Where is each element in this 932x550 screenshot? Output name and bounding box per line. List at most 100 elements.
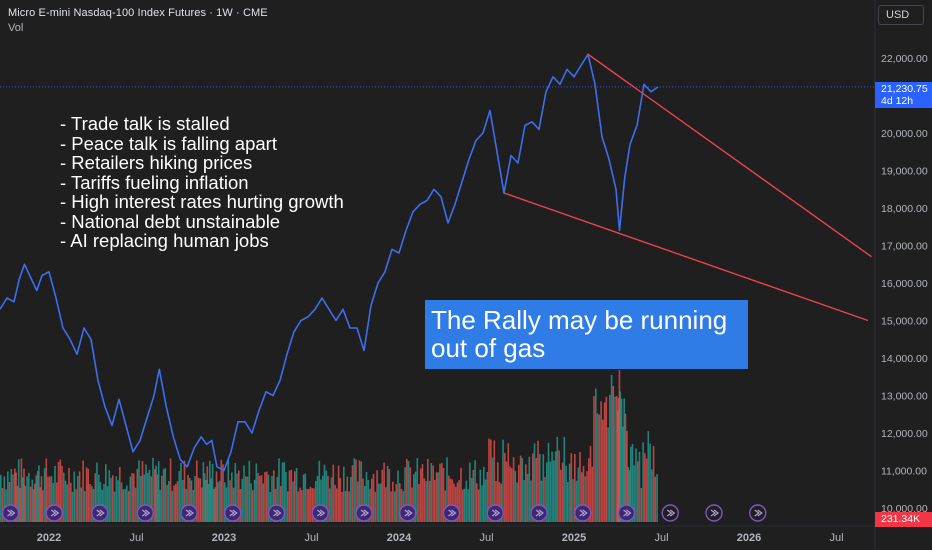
dividend-event-icon [530, 504, 548, 522]
volume-bar [448, 475, 450, 522]
volume-bar [353, 458, 356, 522]
trendline-layer[interactable] [503, 53, 872, 322]
volume-bar [605, 396, 608, 522]
volume-bar [495, 481, 497, 522]
volume-bar [325, 470, 328, 522]
volume-bar [427, 458, 429, 522]
volume-bar [493, 440, 496, 522]
volume-bar [539, 453, 541, 522]
dividend-event-icon [180, 504, 198, 522]
annotation-notes[interactable]: - Trade talk is stalled - Peace talk is … [60, 114, 344, 251]
time-axis[interactable]: 2022 Jul 2023 Jul 2024 Jul 2025 Jul 2026 Jul [37, 532, 844, 544]
volume-bar [505, 461, 508, 522]
volume-bar [441, 462, 443, 522]
event-icon-ring [617, 504, 636, 522]
volume-bar [99, 482, 102, 522]
volume-bar [386, 465, 389, 522]
volume-bar [267, 474, 270, 522]
volume-bar [292, 481, 294, 522]
volume-indicator-label[interactable]: Vol [8, 22, 24, 34]
volume-bar [469, 462, 471, 522]
volume-bar [434, 479, 436, 522]
volume-bar [533, 443, 536, 522]
volume-bar [383, 462, 385, 522]
volume-bar [484, 479, 487, 522]
volume-bar [299, 487, 301, 522]
volume-bar [105, 464, 107, 522]
volume-bar [421, 464, 424, 522]
event-icon-glyph [141, 509, 151, 517]
volume-bar [579, 452, 581, 522]
volume-bar [474, 460, 476, 522]
volume-bar [3, 476, 6, 522]
volume-bar [350, 477, 352, 522]
volume-bar [241, 478, 244, 522]
volume-bar [449, 478, 452, 522]
volume-bar [202, 462, 205, 522]
volume-bar [264, 472, 266, 522]
callout-box[interactable]: The Rally may be running out of gas [425, 300, 748, 369]
symbol-title[interactable]: Micro E-mini Nasdaq-100 Index Futures · … [8, 7, 268, 19]
volume-bar [416, 458, 419, 522]
volume-bar [278, 458, 280, 522]
volume-bar [276, 476, 279, 522]
volume-bar [207, 484, 210, 522]
volume-bar [117, 480, 119, 522]
volume-bar [444, 490, 447, 522]
event-icon-ring [180, 504, 198, 522]
volume-bar [32, 489, 35, 522]
event-icon-ring [355, 504, 373, 522]
volume-bar [526, 473, 529, 522]
volume-bar [341, 492, 343, 522]
volume-bar [568, 463, 571, 522]
volume-bar [614, 396, 616, 522]
volume-bar [147, 472, 149, 522]
volume-bar [367, 479, 370, 522]
note-item: - Tariffs fueling inflation [60, 171, 249, 193]
volume-bar [563, 437, 566, 522]
event-icon-glyph [623, 509, 632, 517]
currency-button[interactable]: USD [878, 5, 924, 25]
dividend-event-icon [355, 504, 373, 522]
volume-bar [176, 481, 179, 522]
dividend-event-icon [705, 504, 723, 522]
volume-bar [70, 482, 72, 522]
trendline [503, 192, 869, 322]
volume-bar [148, 469, 151, 522]
volume-bar [145, 464, 147, 522]
volume-bar [23, 468, 25, 522]
volume-bar [656, 474, 658, 522]
note-item: - Trade talk is stalled [60, 113, 230, 134]
time-tick-label: Jul [129, 532, 143, 544]
volume-bar [159, 490, 161, 522]
volume-bar [318, 460, 321, 522]
volume-bar [39, 487, 41, 522]
price-tick-label: 14,000.00 [881, 353, 928, 365]
volume-bar [553, 460, 555, 522]
event-icon-glyph [273, 509, 282, 517]
volume-bar [463, 488, 466, 522]
volume-bar [365, 471, 368, 522]
volume-bar [34, 483, 36, 522]
volume-bar [52, 482, 55, 522]
volume-bar [491, 457, 494, 522]
price-axis[interactable]: 22,000.00 20,000.00 19,000.00 18,000.00 17,0… [881, 53, 928, 515]
volume-bar [393, 491, 396, 522]
volume-bar [360, 461, 363, 522]
bar-countdown: 4d 12h [881, 95, 914, 107]
volume-bar [327, 475, 329, 522]
volume-bar [126, 485, 128, 522]
event-icon-ring [267, 504, 286, 522]
volume-bar [80, 487, 83, 522]
volume-bar [63, 472, 65, 522]
volume-bar [437, 472, 440, 522]
volume-bar [554, 451, 557, 522]
volume-bar [205, 479, 207, 522]
time-tick-label: 2023 [212, 532, 236, 544]
volume-bar [400, 488, 403, 522]
volume-bar [47, 476, 49, 522]
volume-bar [75, 488, 77, 522]
volume-bar [162, 468, 165, 522]
volume-bar [490, 439, 492, 522]
